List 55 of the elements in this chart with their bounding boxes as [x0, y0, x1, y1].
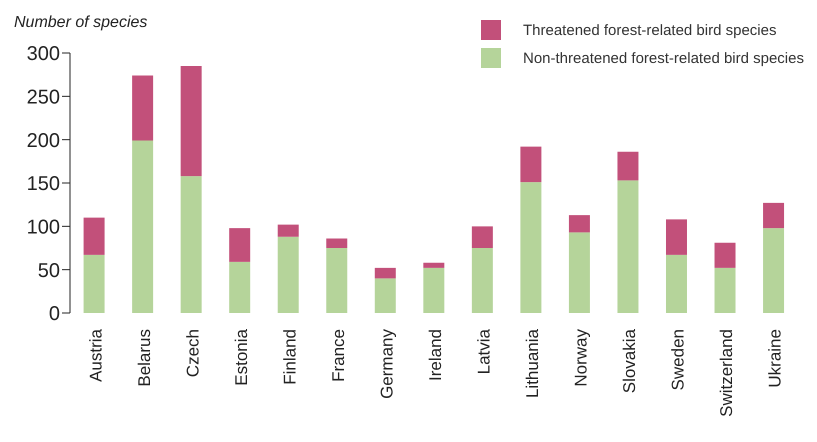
bar — [278, 236, 299, 313]
bar — [714, 268, 736, 313]
y-tick-label: 200 — [26, 130, 60, 152]
bar — [229, 228, 250, 262]
bar — [714, 242, 736, 268]
x-tick-label: Sweden — [668, 329, 688, 390]
x-tick-label: Ireland — [426, 329, 445, 381]
bar — [763, 202, 784, 228]
x-tick-label: Latvia — [474, 328, 494, 374]
x-tick-label: Norway — [572, 328, 591, 387]
x-tick-label: Finland — [280, 329, 300, 385]
bar — [617, 152, 638, 180]
bar — [666, 219, 687, 255]
bar — [229, 262, 250, 313]
bar — [132, 76, 154, 141]
bar — [374, 268, 396, 278]
bar — [132, 140, 154, 313]
bar — [423, 262, 444, 268]
bar — [326, 238, 348, 248]
bar — [180, 176, 202, 313]
bar — [180, 66, 202, 176]
legend-label: Threatened forest-related bird species — [523, 22, 776, 38]
y-tick-label: 300 — [26, 43, 60, 66]
x-tick-label: Estonia — [232, 328, 251, 386]
bar — [520, 146, 542, 182]
x-tick-label: Austria — [86, 328, 106, 382]
bar — [617, 180, 638, 313]
bar — [374, 278, 396, 313]
bar — [84, 218, 105, 255]
bar — [568, 232, 590, 313]
bar — [472, 226, 493, 248]
y-tick-label: 100 — [26, 216, 60, 238]
bar — [326, 248, 348, 313]
x-tick-label: Lithuania — [523, 328, 542, 398]
bar — [84, 254, 105, 313]
bar — [472, 248, 493, 313]
x-tick-label: Czech — [183, 329, 202, 378]
y-axis-title: Number of species — [14, 14, 148, 32]
y-tick-label: 150 — [26, 173, 60, 196]
bar — [763, 228, 784, 313]
y-tick-label: 250 — [26, 86, 60, 108]
bar — [568, 215, 590, 232]
bar — [423, 268, 444, 313]
x-tick-label: Ukraine — [766, 329, 785, 388]
x-tick-label: Switzerland — [717, 329, 736, 417]
x-tick-label: France — [328, 329, 348, 382]
x-tick-label: Slovakia — [620, 328, 640, 394]
x-tick-label: Belarus — [134, 329, 154, 387]
y-tick-label: 50 — [38, 260, 60, 282]
x-tick-label: Germany — [377, 328, 396, 399]
bar — [278, 224, 299, 237]
y-tick-label: 0 — [48, 303, 60, 326]
bar — [666, 254, 687, 313]
legend-label: Non-threatened forest-related bird species — [523, 50, 804, 66]
bar — [520, 182, 542, 313]
